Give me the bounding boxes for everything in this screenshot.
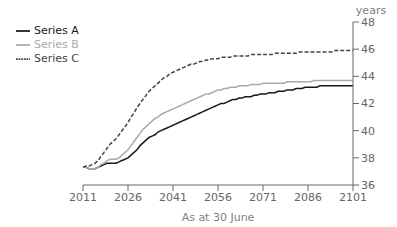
svg-text:2026: 2026: [114, 191, 142, 204]
svg-text:40: 40: [361, 125, 375, 138]
html-text:Series A: Series A: [34, 24, 79, 37]
svg-text:2071: 2071: [249, 191, 277, 204]
svg-text:2101: 2101: [339, 191, 367, 204]
svg-text:2011: 2011: [69, 191, 97, 204]
svg-text:As at 30 June: As at 30 June: [182, 211, 255, 224]
svg-text:36: 36: [361, 179, 375, 192]
html-text:Series C: Series C: [34, 52, 79, 65]
svg-text:38: 38: [361, 152, 375, 165]
svg-text:46: 46: [361, 43, 375, 56]
html-text:Series B: Series B: [34, 38, 79, 51]
svg-text:years: years: [356, 4, 387, 17]
svg-text:2056: 2056: [204, 191, 232, 204]
svg-text:44: 44: [361, 70, 375, 83]
svg-text:2041: 2041: [159, 191, 187, 204]
svg-text:48: 48: [361, 16, 375, 29]
svg-text:2086: 2086: [294, 191, 322, 204]
svg-text:42: 42: [361, 97, 375, 110]
